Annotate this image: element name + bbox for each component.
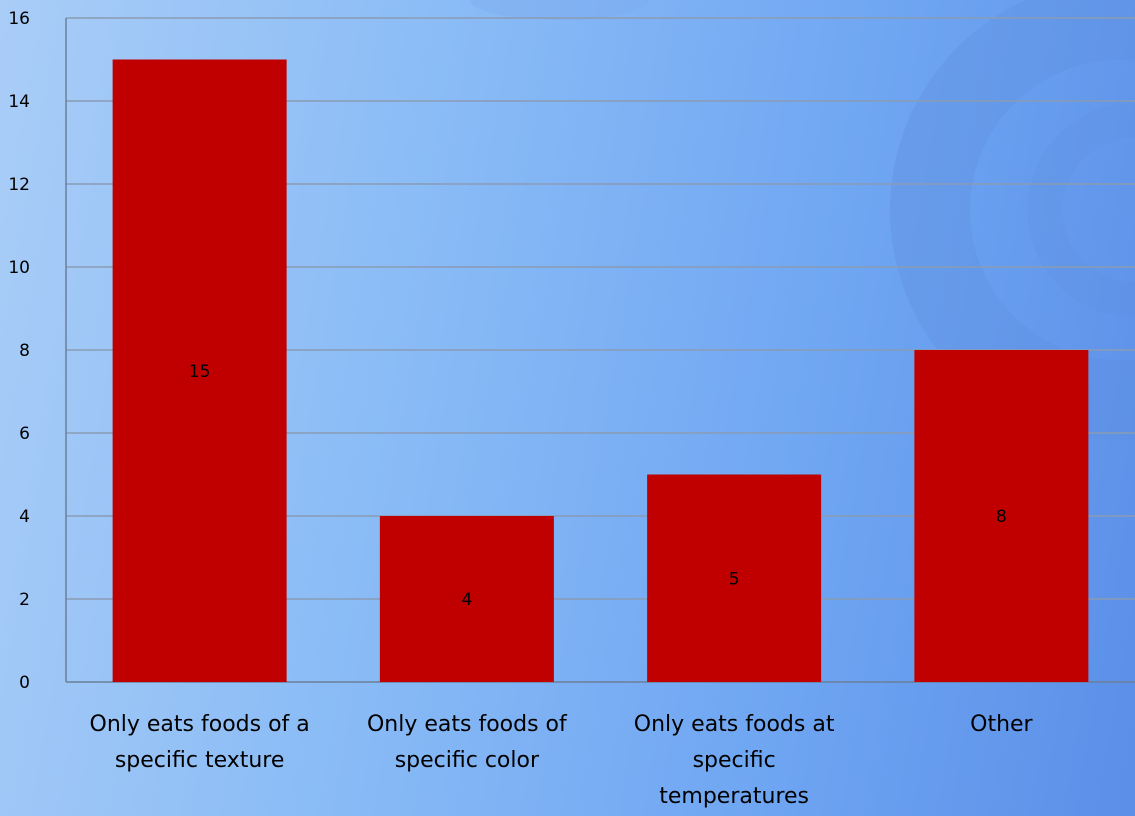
x-category-label: Only eats foods of a [90,712,310,737]
data-labels: 15 4 5 8 [189,362,1007,610]
y-tick-label: 8 [19,341,30,361]
x-category-label: specific color [395,748,540,773]
bar-data-label: 15 [189,362,211,382]
y-tick-label: 0 [19,673,30,693]
y-tick-label: 6 [19,424,30,444]
bar-data-label: 8 [996,507,1007,527]
x-category-label: specific [693,748,776,773]
y-tick-label: 2 [19,590,30,610]
y-tick-label: 16 [8,9,30,29]
x-category-label: temperatures [659,784,809,809]
y-tick-label: 12 [8,175,30,195]
x-axis-category-labels: Only eats foods of a specific texture Only… [90,712,1034,809]
y-tick-label: 4 [19,507,30,527]
x-category-label: Other [970,712,1033,737]
y-axis-tick-labels: 0 2 4 6 8 10 12 14 16 [8,9,30,693]
bar [379,516,554,682]
y-tick-label: 14 [8,92,30,112]
bar [647,474,822,682]
bars [112,59,1089,682]
x-category-label: Only eats foods at [634,712,835,737]
bar-data-label: 5 [729,569,740,589]
bar-data-label: 4 [461,590,472,610]
y-tick-label: 10 [8,258,30,278]
bar [914,350,1089,682]
x-category-label: Only eats foods of [367,712,568,737]
x-category-label: specific texture [115,748,285,773]
bar [112,59,287,682]
